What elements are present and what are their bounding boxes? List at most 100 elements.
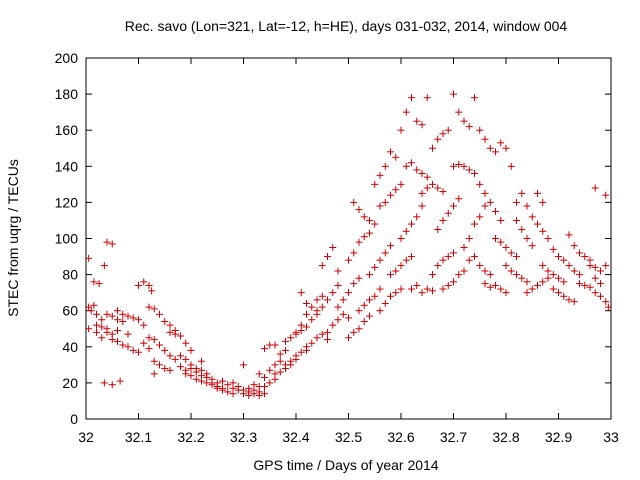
y-axis: 0 20 40 60 80 100 120 140 160 180 200 — [55, 50, 611, 427]
data-point — [586, 262, 594, 270]
data-point — [234, 383, 242, 391]
data-point — [408, 159, 415, 167]
data-point — [455, 195, 463, 203]
data-point — [150, 357, 158, 365]
data-point — [413, 117, 421, 125]
data-point — [439, 188, 447, 196]
data-point — [329, 321, 337, 329]
data-point — [124, 343, 132, 351]
data-point — [439, 285, 447, 293]
data-point — [486, 198, 494, 206]
data-point — [166, 321, 174, 329]
data-point — [423, 94, 431, 102]
data-point — [465, 256, 473, 264]
data-point — [360, 233, 368, 241]
data-point — [345, 314, 352, 322]
data-point — [418, 170, 426, 178]
data-point — [539, 198, 547, 206]
data-point — [313, 310, 321, 318]
data-point — [224, 381, 232, 389]
data-point — [465, 123, 473, 131]
data-point — [528, 213, 536, 221]
data-point — [555, 289, 562, 297]
data-point — [576, 271, 583, 279]
data-point — [366, 216, 373, 224]
data-point — [161, 318, 169, 326]
data-point — [192, 375, 200, 383]
data-point — [418, 202, 426, 210]
data-point — [602, 298, 610, 306]
data-point — [161, 364, 169, 372]
data-point — [376, 171, 384, 179]
data-point — [460, 162, 468, 170]
data-point — [266, 379, 274, 387]
data-point — [513, 198, 520, 206]
x-tick-label: 32.3 — [230, 429, 257, 445]
y-tick-label: 60 — [62, 303, 78, 319]
data-point — [423, 173, 431, 181]
data-point — [324, 328, 331, 336]
data-point — [418, 289, 426, 297]
data-point — [534, 189, 541, 197]
data-point — [513, 216, 520, 224]
data-point — [497, 285, 505, 293]
data-point — [324, 336, 331, 344]
data-point — [418, 121, 426, 129]
data-point — [591, 274, 599, 282]
data-point — [604, 303, 612, 311]
data-point — [350, 198, 358, 206]
data-point — [171, 355, 179, 363]
data-point — [114, 307, 121, 315]
data-point — [455, 108, 463, 116]
plot-area-frame — [85, 57, 612, 420]
data-point — [471, 94, 478, 102]
data-point — [444, 281, 452, 289]
data-point — [549, 271, 557, 279]
data-point — [308, 316, 316, 324]
data-point — [156, 341, 163, 349]
y-tick-label: 20 — [62, 375, 78, 391]
data-point — [245, 384, 253, 392]
x-tick-label: 32.6 — [387, 429, 414, 445]
data-point — [297, 348, 305, 356]
data-point — [576, 249, 583, 257]
y-tick-label: 0 — [70, 411, 78, 427]
data-point — [108, 240, 116, 248]
data-point — [345, 256, 352, 264]
data-point — [150, 370, 158, 378]
data-point — [145, 345, 153, 353]
data-point — [116, 377, 124, 385]
data-point — [240, 361, 247, 369]
data-point — [318, 330, 326, 338]
data-point — [397, 180, 405, 188]
data-point — [224, 388, 232, 396]
data-point — [171, 330, 179, 338]
data-point — [402, 162, 410, 170]
data-point — [392, 153, 400, 161]
data-point — [560, 256, 568, 264]
data-point — [282, 361, 289, 369]
data-point — [371, 220, 379, 228]
data-point — [177, 332, 184, 340]
data-point — [481, 280, 489, 288]
y-tick-label: 200 — [55, 50, 79, 66]
data-point — [145, 334, 153, 342]
data-point — [329, 289, 337, 297]
data-point — [366, 312, 373, 320]
data-point — [103, 328, 111, 336]
data-point — [429, 180, 436, 188]
data-point — [355, 307, 363, 315]
data-point — [570, 267, 578, 275]
data-point — [297, 321, 305, 329]
data-point — [381, 162, 389, 170]
data-point — [507, 267, 515, 275]
data-point — [145, 281, 153, 289]
data-point — [492, 281, 499, 289]
data-point — [85, 254, 93, 262]
data-point — [334, 267, 342, 275]
data-point — [192, 368, 200, 376]
data-point — [392, 289, 400, 297]
data-point — [565, 262, 573, 270]
data-point — [366, 229, 373, 237]
data-point — [591, 263, 599, 271]
